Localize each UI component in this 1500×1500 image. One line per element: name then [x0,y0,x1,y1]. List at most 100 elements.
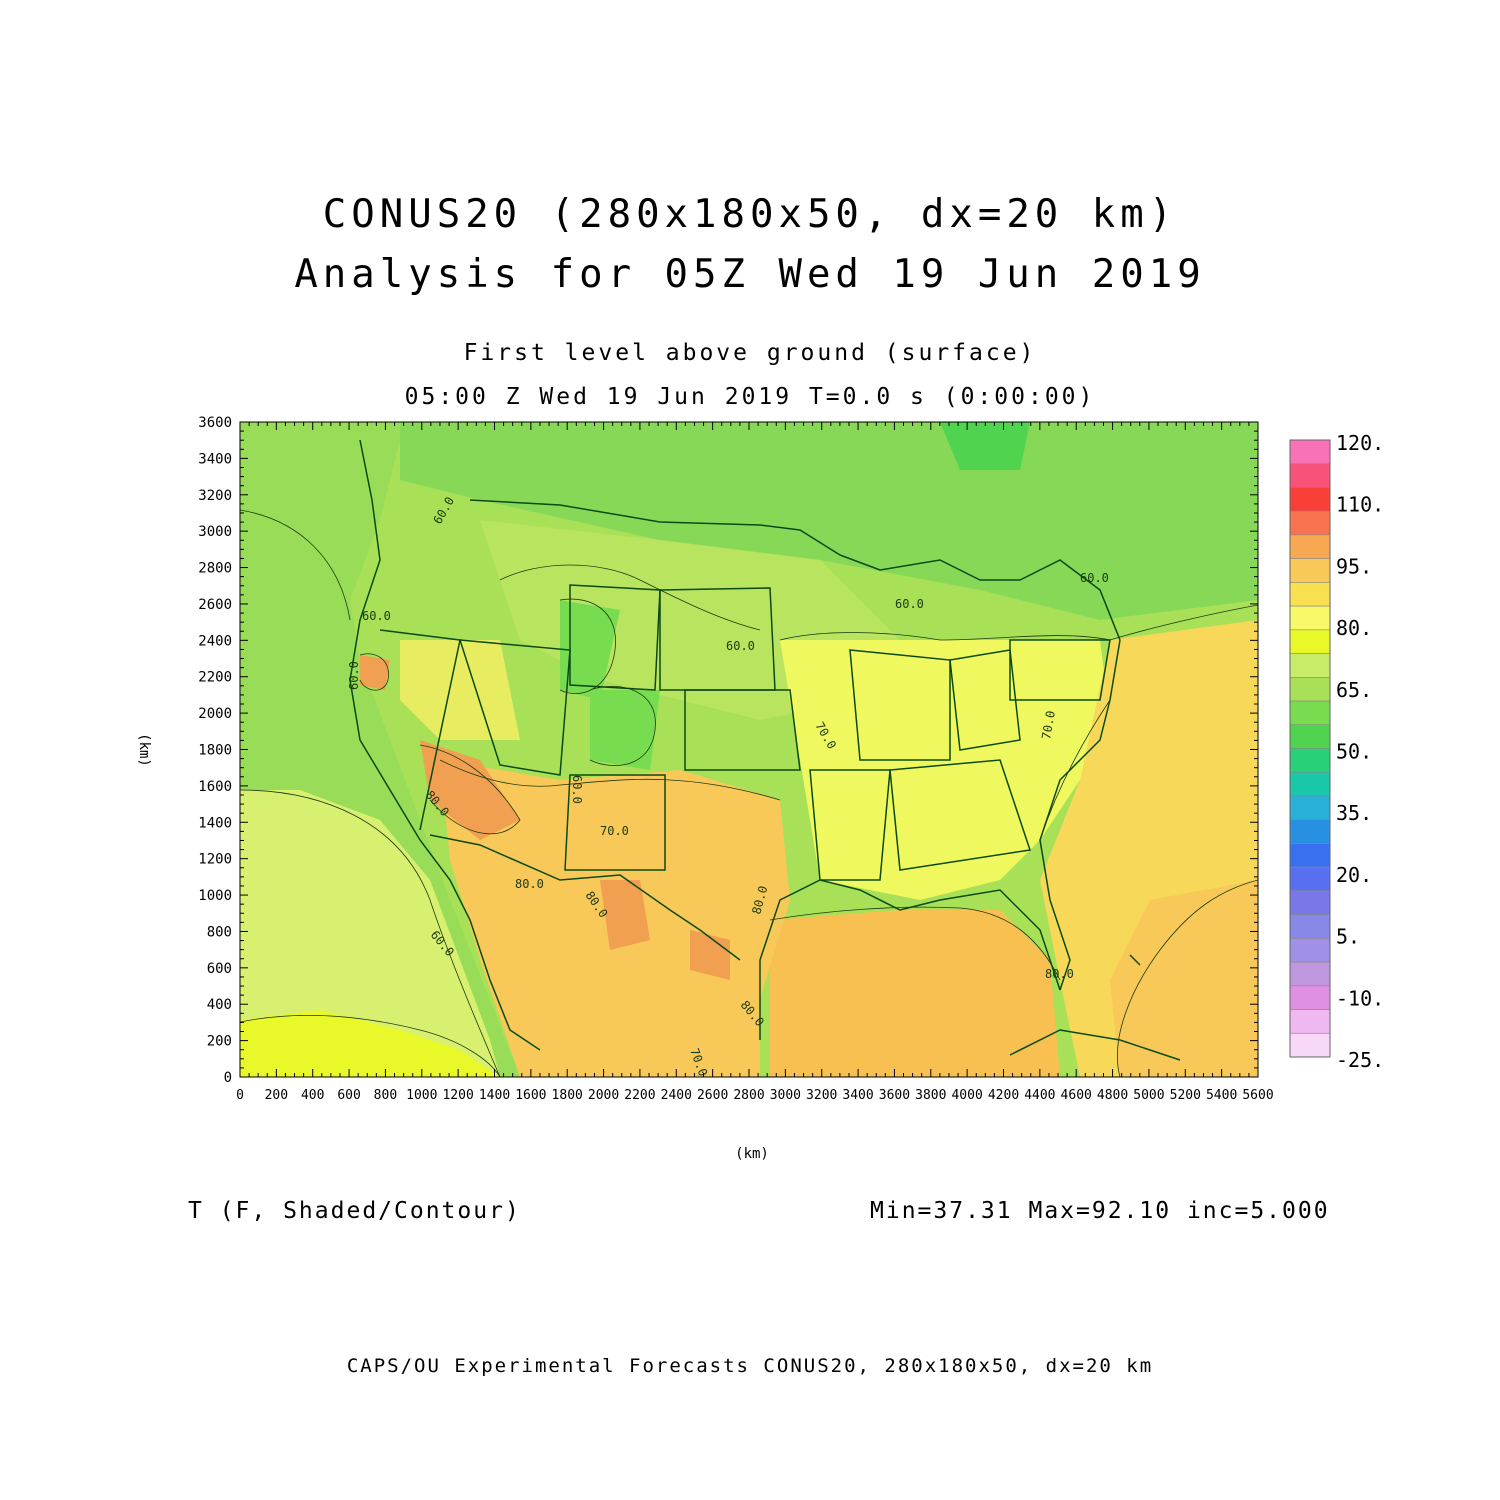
x-tick-label: 2400 [661,1088,692,1103]
x-tick-label: 600 [337,1088,360,1103]
x-tick-label: 2800 [733,1088,764,1103]
plot-subtitle: Analysis for 05Z Wed 19 Jun 2019 [294,252,1206,297]
x-axis-label: (km) [735,1146,769,1162]
y-tick-label: 3600 [198,415,232,431]
y-tick-label: 2200 [198,670,232,686]
y-tick-label: 400 [207,997,232,1013]
y-tick-label: 3400 [198,451,232,467]
y-tick-label: 1400 [198,815,232,831]
colorbar-label: 20. [1336,863,1372,887]
cuba-outline [1009,1029,1181,1061]
y-axis: 0 200 400 600 800 1000 1200 1400 1600 1800 2000 220… [198,415,1258,1086]
x-tick-label: 200 [265,1088,288,1103]
temperature-field [240,422,1258,1077]
desert-hot-3 [690,930,730,980]
gulf-of-mexico [770,910,1060,1077]
colorbar-label: 80. [1336,616,1372,640]
island-outline [1129,954,1141,966]
y-tick-label: 1000 [198,888,232,904]
state-border-9 [949,649,1021,751]
pacific-tropics [240,1010,500,1077]
x-tick-label: 2200 [624,1088,655,1103]
contour-label: 60.0 [1080,571,1109,585]
plot-title: CONUS20 (280x180x50, dx=20 km) [322,192,1178,237]
contour-label: 60.0 [570,775,584,804]
california-hot [360,655,390,690]
variable-label: T (F, Shaded/Contour) [188,1198,521,1224]
x-tick-label: 0 [236,1088,244,1103]
x-tick-label: 5000 [1133,1088,1164,1103]
contour-label: 80.0 [1045,967,1074,981]
x-tick-label: 3600 [879,1088,910,1103]
contour-line [589,686,656,766]
min-max-stats: Min=37.31 Max=92.10 inc=5.000 [870,1198,1330,1224]
x-tick-label: 3400 [842,1088,873,1103]
x-tick-label: 800 [374,1088,397,1103]
colorbar-swatch [1289,677,1331,702]
colorbar-swatch [1289,724,1331,749]
contour-line [240,1014,501,1077]
colorbar-swatch [1289,914,1331,939]
colorbar-swatch [1289,771,1331,797]
x-tick-label: 3000 [770,1088,801,1103]
x-tick-label: 1000 [406,1088,437,1103]
y-axis-label: (km) [136,733,152,767]
level-label: First level above ground (surface) [463,340,1037,366]
colorbar-swatch [1289,1032,1331,1058]
colorbar [1289,439,1331,1058]
colorbar-label: 65. [1336,678,1372,702]
y-tick-label: 2000 [198,706,232,722]
y-tick-label: 1600 [198,779,232,795]
state-border-5 [564,774,666,871]
contour-line [359,653,389,691]
x-tick-label: 2000 [588,1088,619,1103]
colorbar-label: 5. [1336,925,1360,949]
colorbar-swatch [1289,582,1331,607]
y-tick-label: 2600 [198,597,232,613]
state-border-4 [684,689,801,771]
colorbar-swatch [1289,439,1331,465]
colorbar-swatch [1289,653,1331,678]
x-tick-label: 2600 [697,1088,728,1103]
contour-line [1117,879,1258,1077]
contour-line [559,598,616,694]
west-coastline [349,439,541,1051]
colorbar-label: -25. [1336,1048,1384,1072]
colorbar-swatch [1289,1009,1331,1034]
y-tick-label: 3000 [198,524,232,540]
contour-line [1039,699,1111,841]
colorbar-label: 120. [1336,431,1384,455]
x-tick-label: 1600 [515,1088,546,1103]
gulf-coastline [759,879,1061,1040]
contour-label: 60.0 [362,609,391,623]
state-border-6 [809,769,891,881]
us-mexico-border [429,834,741,961]
y-tick-label: 0 [224,1070,232,1086]
x-tick-label: 3200 [806,1088,837,1103]
contour-line [419,744,521,835]
state-border-11 [379,629,461,831]
y-tick-label: 3200 [198,488,232,504]
contour-label: 80.0 [515,877,544,891]
contour-line [240,509,351,621]
desert-hot-1 [420,740,520,840]
footer-credit: CAPS/OU Experimental Forecasts CONUS20, … [346,1355,1154,1377]
y-tick-label: 1200 [198,852,232,868]
contour-label: 60.0 [347,661,361,690]
x-tick-label: 1400 [479,1088,510,1103]
colorbar-swatch [1289,795,1331,820]
x-tick-label: 5600 [1242,1088,1273,1103]
x-tick-label: 3800 [915,1088,946,1103]
contour-lines [240,509,1258,1077]
x-tick-label: 4200 [988,1088,1019,1103]
contour-line [499,564,761,631]
contour-line [769,906,1061,981]
x-tick-label: 4600 [1061,1088,1092,1103]
state-border-8 [849,649,951,761]
colorbar-labels: 120. 110. 95. 80. 65. 50. 35. 20. 5. -10. -25. [1336,431,1384,1072]
canada-cold-pocket [940,422,1030,470]
y-tick-label: 2800 [198,561,232,577]
colorbar-swatch [1289,819,1331,844]
x-axis: 0 200 400 600 800 1000 1200 1400 1600 1800 2000 220… [236,422,1274,1103]
